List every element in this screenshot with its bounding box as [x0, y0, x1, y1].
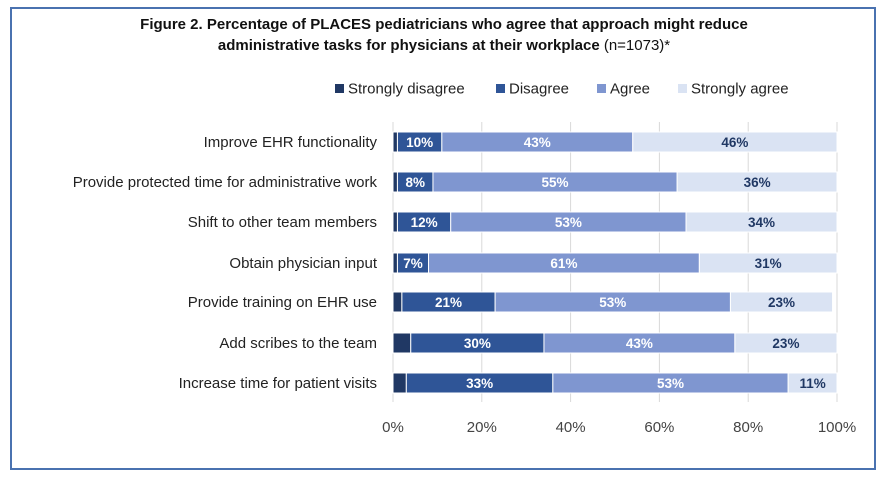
- data-label: 10%: [406, 135, 433, 150]
- legend-label: Agree: [610, 81, 650, 98]
- data-label: 23%: [772, 336, 799, 351]
- title-line-2-bold: administrative tasks for physicians at t…: [217, 37, 600, 54]
- data-label: 21%: [435, 295, 462, 310]
- bar-segment: [729, 291, 834, 313]
- chart-title: Figure 2. Percentage of PLACES pediatric…: [0, 14, 888, 56]
- data-label: 55%: [542, 175, 569, 190]
- bar-segment: [787, 372, 838, 394]
- data-label: 23%: [768, 295, 795, 310]
- x-tick-label: 20%: [467, 419, 497, 436]
- data-label: 53%: [657, 376, 684, 391]
- x-tick-label: 80%: [733, 419, 763, 436]
- x-tick-label: 100%: [818, 419, 856, 436]
- bar-segment: [632, 131, 838, 153]
- data-label: 43%: [626, 336, 653, 351]
- data-label: 12%: [411, 215, 438, 230]
- x-tick-label: 40%: [556, 419, 586, 436]
- title-sample-size: (n=1073)*: [599, 37, 671, 54]
- legend-swatch: [335, 84, 344, 93]
- bar-segment: [392, 211, 398, 233]
- data-label: 46%: [721, 135, 748, 150]
- data-label: 61%: [550, 256, 577, 271]
- x-tick-label: 60%: [644, 419, 674, 436]
- legend-label: Disagree: [509, 81, 569, 98]
- title-line-1: Figure 2. Percentage of PLACES pediatric…: [140, 16, 748, 33]
- data-label: 11%: [799, 376, 825, 391]
- category-label: Shift to other team members: [188, 214, 377, 231]
- data-label: 36%: [744, 175, 771, 190]
- bar-segment: [676, 171, 838, 193]
- bar-segment: [392, 372, 407, 394]
- data-label: 34%: [748, 215, 775, 230]
- legend-swatch: [496, 84, 505, 93]
- x-tick-label: 0%: [382, 419, 404, 436]
- legend-label: Strongly agree: [691, 81, 789, 98]
- data-label: 33%: [466, 376, 493, 391]
- bar-segment: [392, 171, 398, 193]
- bar-segment: [685, 211, 838, 233]
- legend-swatch: [678, 84, 687, 93]
- category-label: Provide training on EHR use: [188, 294, 377, 311]
- category-label: Increase time for patient visits: [179, 375, 377, 392]
- category-label: Provide protected time for administrativ…: [73, 174, 378, 191]
- category-label: Improve EHR functionality: [204, 134, 378, 151]
- data-label: 8%: [405, 175, 425, 190]
- bar-segment: [392, 252, 398, 274]
- bar-segment: [734, 332, 838, 354]
- category-label: Obtain physician input: [229, 255, 377, 272]
- data-label: 31%: [755, 256, 782, 271]
- bar-segment: [392, 332, 412, 354]
- data-label: 43%: [524, 135, 551, 150]
- legend-swatch: [597, 84, 606, 93]
- legend-label: Strongly disagree: [348, 81, 465, 98]
- data-label: 53%: [555, 215, 582, 230]
- bar-segment: [392, 291, 403, 313]
- data-label: 53%: [599, 295, 626, 310]
- bar-segment: [392, 131, 398, 153]
- data-label: 30%: [464, 336, 491, 351]
- data-label: 7%: [403, 256, 423, 271]
- title-line-2: administrative tasks for physicians at t…: [0, 35, 888, 56]
- bar-segment: [698, 252, 838, 274]
- category-label: Add scribes to the team: [219, 335, 377, 352]
